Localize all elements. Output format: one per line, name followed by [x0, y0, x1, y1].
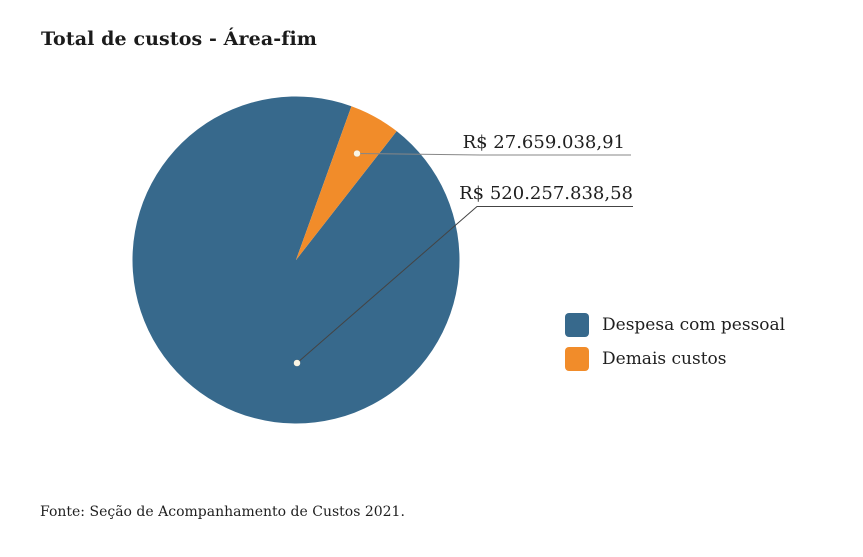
callout-dot-demais-custos — [353, 149, 361, 158]
legend-item-demais-custos: Demais custos — [565, 347, 785, 371]
pie-slices — [132, 96, 460, 424]
legend-label-demais-custos: Demais custos — [602, 349, 727, 369]
legend-swatch-despesa-pessoal — [565, 313, 589, 337]
source-note: Fonte: Seção de Acompanhamento de Custos… — [40, 504, 405, 520]
legend-item-despesa-pessoal: Despesa com pessoal — [565, 313, 785, 337]
leader-line-despesa-pessoal — [296, 206, 633, 364]
chart-title: Total de custos - Área-fim — [41, 28, 318, 50]
leader-line-demais-custos — [356, 153, 631, 156]
value-label-demais-custos: R$ 27.659.038,91 — [462, 132, 625, 153]
callout-dot-despesa-pessoal — [293, 359, 301, 367]
pie-slice-demais-custos — [296, 106, 397, 261]
value-label-despesa-pessoal: R$ 520.257.838,58 — [459, 183, 633, 204]
legend: Despesa com pessoal Demais custos — [565, 313, 785, 371]
legend-label-despesa-pessoal: Despesa com pessoal — [602, 315, 786, 335]
legend-swatch-demais-custos — [565, 347, 589, 371]
